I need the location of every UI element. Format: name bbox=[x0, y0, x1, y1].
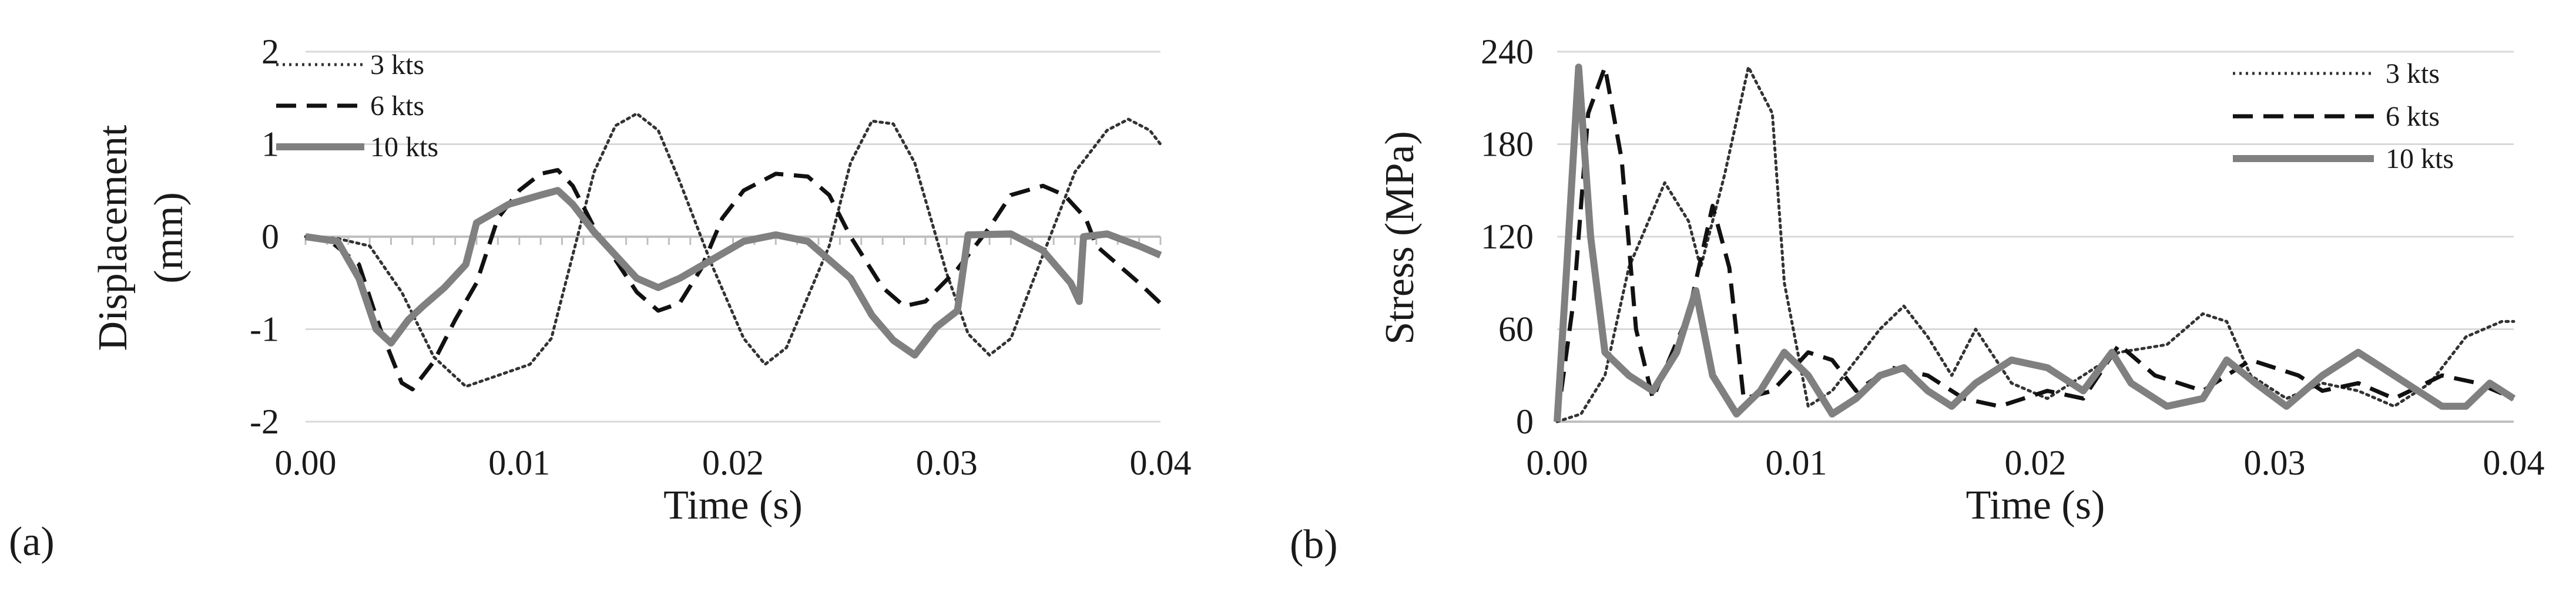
stress-series-10-kts-line bbox=[1554, 63, 2516, 422]
displacement-y-tick-label: -2 bbox=[250, 402, 279, 441]
displacement-legend-label: 10 kts bbox=[370, 132, 438, 163]
stress-y-tick-label: 120 bbox=[1481, 217, 1534, 256]
displacement-series-10-kts-line bbox=[305, 187, 1162, 359]
displacement-y-tick-label: 0 bbox=[261, 217, 279, 256]
chart-panel-b: 240 180 120 60 00.00 0.01 0.02 0.03 0.04 Time (s)… bbox=[1377, 32, 2545, 528]
stress-legend-label: 10 kts bbox=[2386, 143, 2454, 174]
displacement-series-3-kts-line bbox=[304, 112, 1162, 388]
stress-x-tick-label: 0.02 bbox=[2005, 443, 2067, 482]
displacement-x-tick-label: 0.00 bbox=[275, 443, 337, 482]
displacement-legend-label: 3 kts bbox=[370, 49, 424, 80]
panel-label-a: (a) bbox=[9, 519, 55, 564]
stress-y-tick-label: 60 bbox=[1498, 310, 1534, 349]
displacement-y-tick-label: -1 bbox=[250, 310, 279, 349]
displacement-x-axis-label: Time (s) bbox=[663, 483, 803, 528]
stress-legend-label: 6 kts bbox=[2386, 101, 2440, 132]
displacement-y-axis-label: (mm) bbox=[146, 192, 192, 284]
stress-x-tick-label: 0.00 bbox=[1527, 443, 1588, 482]
stress-y-tick-label: 0 bbox=[1516, 402, 1534, 441]
stress-y-axis-label: Stress (MPa) bbox=[1377, 131, 1423, 345]
stress-x-tick-label: 0.01 bbox=[1766, 443, 1827, 482]
stress-y-tick-label: 240 bbox=[1481, 32, 1534, 71]
displacement-legend-label: 6 kts bbox=[370, 90, 424, 122]
stress-x-tick-label: 0.03 bbox=[2244, 443, 2306, 482]
panel-label-b: (b) bbox=[1290, 522, 1338, 567]
stress-x-axis-label: Time (s) bbox=[1966, 483, 2105, 528]
stress-x-tick-label: 0.04 bbox=[2483, 443, 2545, 482]
displacement-x-tick-label: 0.03 bbox=[916, 443, 978, 482]
stress-y-tick-label: 180 bbox=[1481, 125, 1534, 164]
displacement-x-tick-label: 0.01 bbox=[488, 443, 550, 482]
displacement-x-tick-label: 0.04 bbox=[1130, 443, 1192, 482]
stress-series-3-kts-line bbox=[1555, 65, 2515, 423]
displacement-y-axis-label: Displacement bbox=[90, 125, 136, 351]
displacement-x-tick-label: 0.02 bbox=[702, 443, 764, 482]
stress-legend-label: 3 kts bbox=[2386, 58, 2440, 89]
